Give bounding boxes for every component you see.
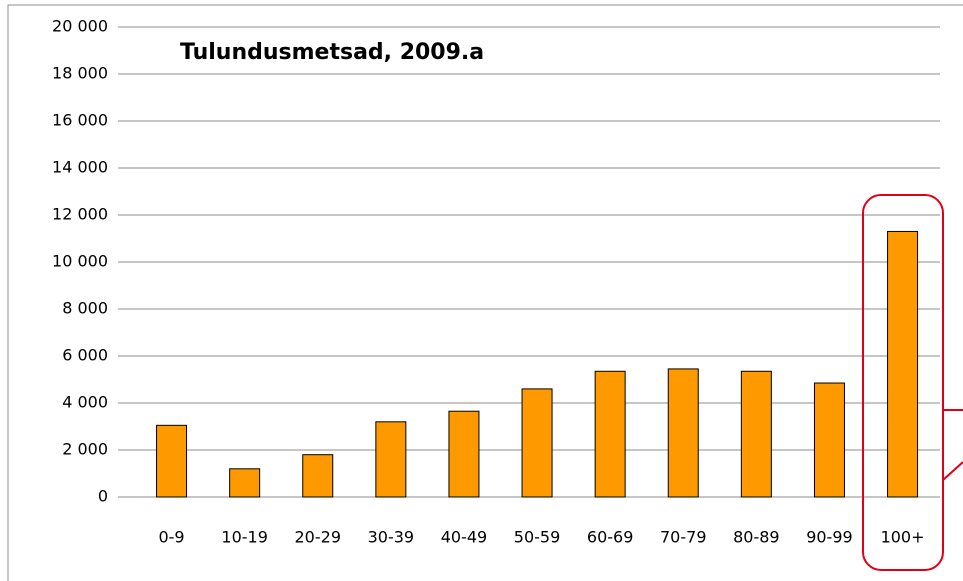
y-tick-label: 18 000 [52,64,108,83]
y-tick-label: 0 [98,487,108,506]
bar [813,382,845,498]
x-tick-label: 80-89 [733,528,780,547]
x-tick-label: 10-19 [221,528,268,547]
y-tick-label: 14 000 [52,158,108,177]
y-tick-label: 6 000 [62,346,108,365]
bar [229,468,261,498]
bar [594,370,626,498]
x-tick-label: 70-79 [660,528,707,547]
chart-border [7,4,963,581]
y-tick-label: 8 000 [62,299,108,318]
y-tick-label: 10 000 [52,252,108,271]
y-tick-label: 16 000 [52,111,108,130]
x-tick-label: 100+ [881,528,925,547]
bar [156,424,188,498]
bar [448,410,480,498]
x-tick-label: 50-59 [514,528,561,547]
y-tick-label: 20 000 [52,17,108,36]
bar [521,388,553,498]
x-tick-label: 30-39 [368,528,415,547]
callout-highlight [862,194,944,571]
x-tick-label: 60-69 [587,528,634,547]
callout-tail [942,409,963,481]
chart-title: Tulundusmetsad, 2009.a [180,40,484,65]
x-tick-label: 90-99 [806,528,853,547]
bar [302,454,334,498]
bar [375,421,407,498]
y-tick-label: 12 000 [52,205,108,224]
x-tick-label: 40-49 [441,528,488,547]
x-tick-label: 0-9 [158,528,184,547]
bar [667,368,699,498]
bar [887,230,919,498]
y-tick-label: 2 000 [62,440,108,459]
y-tick-label: 4 000 [62,393,108,412]
x-tick-label: 20-29 [295,528,342,547]
bar [740,370,772,498]
